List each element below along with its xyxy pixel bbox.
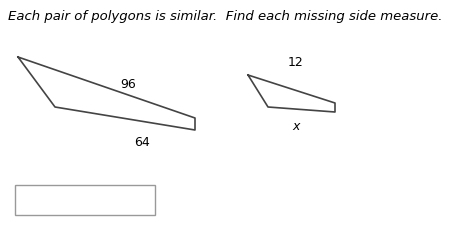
Text: x: x <box>292 120 300 133</box>
Text: 96: 96 <box>120 78 136 91</box>
Text: Each pair of polygons is similar.  Find each missing side measure.: Each pair of polygons is similar. Find e… <box>8 10 443 23</box>
Text: 64: 64 <box>134 136 150 149</box>
Text: 12: 12 <box>288 55 304 68</box>
Bar <box>15 185 155 215</box>
